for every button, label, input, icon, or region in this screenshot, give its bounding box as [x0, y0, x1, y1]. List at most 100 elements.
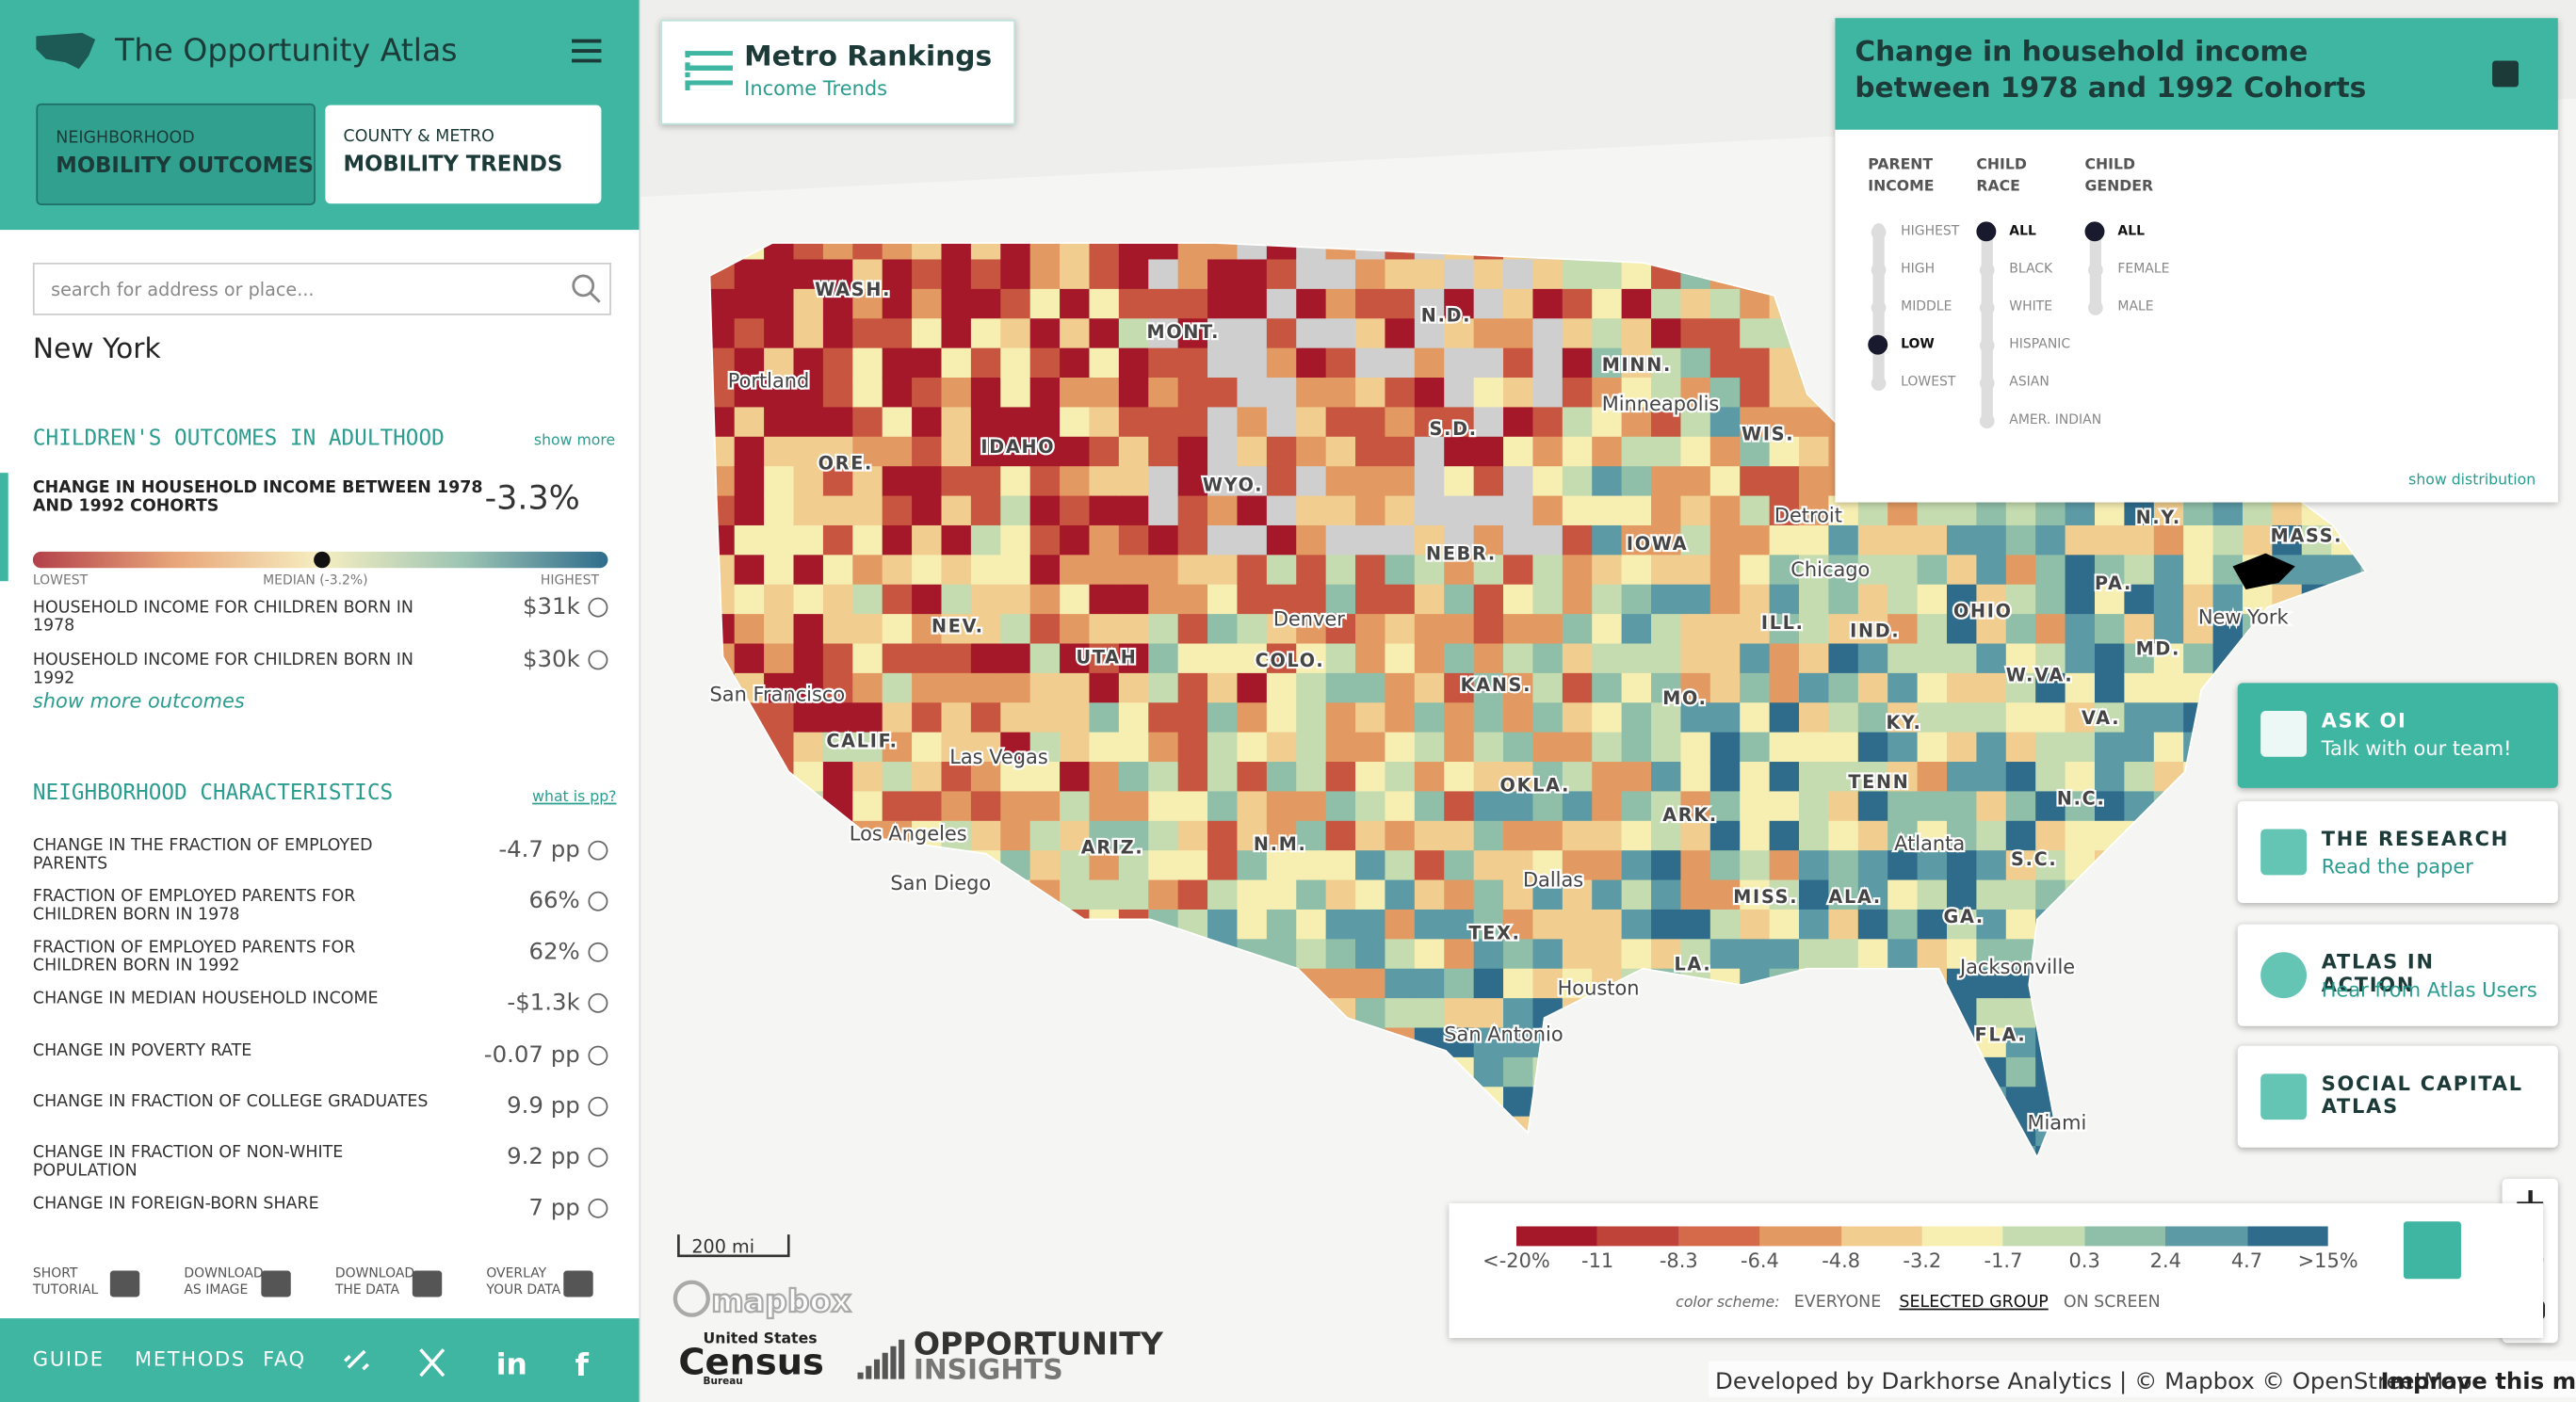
filter-dot[interactable] — [1979, 262, 1995, 278]
map-label: San Antonio — [1444, 1023, 1563, 1045]
tool-icon[interactable] — [412, 1270, 443, 1297]
filter-dot[interactable] — [1871, 376, 1887, 391]
filter-option[interactable]: HISPANIC — [2009, 336, 2071, 352]
scheme-option[interactable]: ON SCREEN — [2063, 1293, 2161, 1313]
filter-option[interactable]: LOW — [1901, 336, 1935, 352]
what-is-pp[interactable]: what is pp? — [532, 789, 617, 807]
filter-option[interactable]: MALE — [2117, 298, 2154, 314]
county — [764, 243, 795, 261]
filter-option[interactable]: HIGH — [1901, 261, 1936, 276]
side-button[interactable]: THE RESEARCH Read the paper — [2237, 800, 2558, 903]
nav-link[interactable]: GUIDE — [32, 1347, 105, 1371]
filter-dot[interactable] — [1979, 300, 1995, 315]
county — [1592, 939, 1623, 970]
filter-option[interactable]: ASIAN — [2009, 374, 2049, 390]
county — [793, 436, 824, 468]
filter-dot[interactable] — [2088, 262, 2103, 278]
chart-button[interactable] — [2403, 1221, 2461, 1280]
filter-option[interactable]: AMER. INDIAN — [2009, 411, 2102, 427]
county — [1207, 791, 1239, 822]
county — [1651, 643, 1682, 674]
legend-label: -8.3 — [1659, 1249, 1698, 1273]
filter-option[interactable]: WHITE — [2009, 298, 2053, 314]
filter-dot[interactable] — [1871, 300, 1887, 315]
county — [852, 347, 883, 379]
filter-dot[interactable] — [1871, 224, 1887, 240]
side-button[interactable]: ASK OI Talk with our team! — [2237, 683, 2558, 788]
county — [1355, 968, 1386, 999]
nav-link[interactable]: FAQ — [263, 1347, 306, 1371]
county — [1473, 672, 1504, 704]
county — [1651, 495, 1682, 526]
county — [1266, 466, 1298, 497]
county — [1325, 614, 1356, 645]
county — [1592, 347, 1623, 379]
tool-icon[interactable] — [261, 1270, 291, 1297]
filter-dot[interactable] — [1979, 413, 1995, 429]
county — [1414, 791, 1446, 822]
legend-swatch — [1515, 1226, 1599, 1247]
county — [941, 732, 972, 763]
filter-option[interactable]: ALL — [2117, 223, 2145, 238]
side-title: SOCIAL CAPITAL ATLAS — [2321, 1072, 2523, 1119]
side-button[interactable]: SOCIAL CAPITAL ATLAS — [2237, 1045, 2558, 1148]
county — [1325, 524, 1356, 556]
show-more-outcomes[interactable]: show more outcomes — [32, 689, 245, 713]
tool-label[interactable]: YOUR DATA — [486, 1281, 561, 1297]
tool-label[interactable]: THE DATA — [334, 1281, 400, 1297]
county — [1177, 820, 1208, 852]
filter-dot[interactable] — [1976, 221, 1997, 242]
tool-label[interactable]: TUTORIAL — [32, 1281, 99, 1297]
county — [1207, 555, 1239, 586]
section-title: NEIGHBORHOOD CHARACTERISTICS — [32, 781, 394, 807]
tab-outcomes[interactable]: NEIGHBORHOOD MOBILITY OUTCOMES — [36, 103, 316, 205]
county — [1562, 820, 1594, 852]
filter-option[interactable]: HIGHEST — [1901, 223, 1960, 238]
legend-swatch — [2165, 1226, 2248, 1247]
show-more[interactable]: show more — [533, 433, 616, 450]
filter-option[interactable]: LOWEST — [1901, 374, 1956, 390]
county — [1207, 614, 1239, 645]
side-button[interactable]: ATLAS IN ACTION Hear from Atlas Users — [2237, 924, 2558, 1026]
show-distribution[interactable]: show distribution — [2408, 473, 2536, 490]
county — [1532, 259, 1563, 290]
tool-label[interactable]: DOWNLOAD — [184, 1265, 264, 1281]
tab-trends[interactable]: COUNTY & METRO MOBILITY TRENDS — [325, 105, 602, 204]
rankings-button[interactable]: Metro Rankings Income Trends — [660, 19, 1015, 125]
filter-dot[interactable] — [1871, 262, 1887, 278]
county — [822, 643, 854, 674]
filter-dot[interactable] — [1979, 376, 1995, 391]
tool-label[interactable]: SHORT — [32, 1265, 78, 1281]
county — [1118, 555, 1150, 586]
tool-label[interactable]: DOWNLOAD — [334, 1265, 415, 1281]
filter-option[interactable]: MIDDLE — [1901, 298, 1952, 314]
filter-dot[interactable] — [2084, 221, 2105, 242]
filter-option[interactable]: ALL — [2009, 223, 2036, 238]
county — [882, 288, 913, 320]
nav-link[interactable]: METHODS — [135, 1347, 246, 1371]
search-icon[interactable] — [570, 272, 603, 305]
county — [1887, 643, 1919, 674]
tool-label[interactable]: OVERLAY — [486, 1265, 547, 1281]
scheme-option[interactable]: SELECTED GROUP — [1899, 1293, 2049, 1313]
county — [1946, 643, 1978, 674]
filter-option[interactable]: BLACK — [2009, 261, 2053, 276]
filter-dot[interactable] — [2088, 300, 2103, 315]
tool-label[interactable]: AS IMAGE — [184, 1281, 249, 1297]
county — [764, 495, 795, 526]
filter-option[interactable]: FEMALE — [2117, 261, 2170, 276]
county — [1296, 378, 1327, 409]
menu[interactable] — [570, 38, 603, 64]
filter-dot[interactable] — [1868, 334, 1888, 355]
scheme-option[interactable]: EVERYONE — [1793, 1293, 1882, 1313]
collapse[interactable] — [2492, 60, 2519, 88]
county — [2301, 524, 2333, 556]
county — [764, 466, 795, 497]
map-label: Portland — [728, 369, 810, 392]
tool-icon[interactable] — [563, 1270, 593, 1297]
social-icons[interactable]: in f — [342, 1345, 605, 1380]
tool-icon[interactable] — [109, 1270, 140, 1297]
county — [882, 259, 913, 290]
search-box[interactable]: search for address or place... — [32, 262, 611, 315]
filter-dot[interactable] — [1979, 338, 1995, 353]
